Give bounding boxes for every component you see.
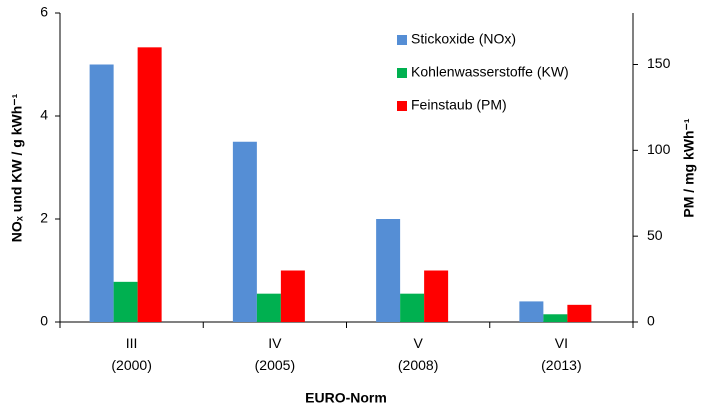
- y2-tick-label: 100: [647, 141, 671, 157]
- legend-swatch: [397, 101, 407, 111]
- y2-tick-label: 50: [647, 227, 663, 243]
- bar: [113, 281, 138, 322]
- y-tick-label: 2: [40, 210, 48, 226]
- x-tick-label: VI (2013): [541, 335, 581, 373]
- y2-tick-label: 0: [647, 313, 655, 329]
- bar: [376, 219, 401, 322]
- x-tick-label: IV (2005): [255, 335, 295, 373]
- bar: [232, 141, 257, 322]
- x-tick-label: V (2008): [398, 335, 438, 373]
- legend-swatch: [397, 68, 407, 78]
- legend-label: Kohlenwasserstoffe (KW): [411, 64, 569, 80]
- legend-swatch: [397, 35, 407, 45]
- x-axis-label: EURO-Norm: [305, 390, 387, 406]
- bar: [256, 293, 281, 322]
- bar: [567, 304, 592, 322]
- x-tick-label: III (2000): [111, 335, 151, 373]
- y-tick-label: 0: [40, 313, 48, 329]
- bar: [543, 314, 568, 322]
- bar: [137, 47, 162, 322]
- legend-label: Feinstaub (PM): [411, 97, 507, 113]
- y-tick-label: 6: [40, 4, 48, 20]
- bar: [424, 270, 449, 322]
- bar: [519, 301, 544, 322]
- y-tick-label: 4: [40, 107, 48, 123]
- y-axis-label: NOₓ und KW / g kWh⁻¹: [9, 93, 25, 242]
- legend-label: Stickoxide (NOx): [411, 31, 516, 47]
- bar: [400, 293, 425, 322]
- y2-tick-label: 150: [647, 55, 671, 71]
- bar: [280, 270, 305, 322]
- y2-axis-label: PM / mg kWh⁻¹: [681, 118, 697, 218]
- bar: [89, 64, 114, 322]
